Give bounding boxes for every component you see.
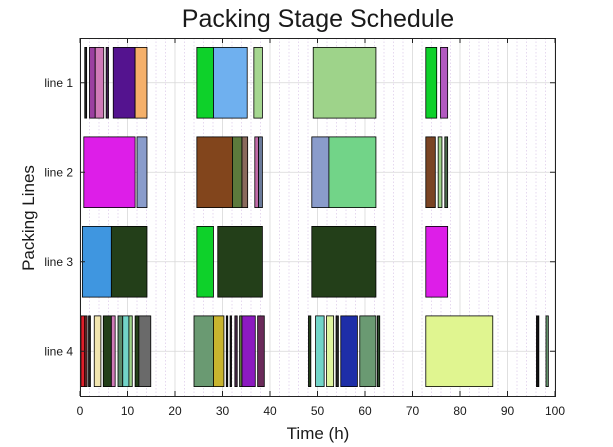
task-bar bbox=[110, 315, 116, 388]
task-bar bbox=[112, 46, 136, 119]
task-bar bbox=[217, 225, 263, 298]
task-bar bbox=[196, 225, 214, 298]
x-tick-label: 60 bbox=[358, 404, 372, 418]
y-tick-label: line 4 bbox=[44, 344, 73, 358]
x-tick-label: 100 bbox=[545, 404, 565, 418]
x-tick-label: 10 bbox=[121, 404, 135, 418]
task-bar bbox=[315, 315, 325, 388]
task-bar bbox=[134, 315, 140, 388]
task-bar bbox=[88, 315, 91, 388]
plot-tasks bbox=[80, 46, 549, 388]
task-bar bbox=[128, 315, 133, 388]
task-bar bbox=[311, 136, 330, 209]
chart-title: Packing Stage Schedule bbox=[182, 5, 454, 33]
task-bar bbox=[136, 136, 148, 209]
task-bar bbox=[444, 136, 449, 209]
task-bar bbox=[94, 46, 105, 119]
task-bar bbox=[241, 315, 256, 388]
task-bar bbox=[232, 136, 243, 209]
y-axis-ticks: line 1 line 2 line 3 line 4 bbox=[44, 76, 555, 358]
x-tick-label: 80 bbox=[453, 404, 467, 418]
task-bar bbox=[257, 315, 265, 388]
y-tick-label: line 1 bbox=[44, 76, 73, 90]
x-tick-label: 90 bbox=[501, 404, 515, 418]
task-bar bbox=[213, 315, 225, 388]
task-bar bbox=[308, 315, 312, 388]
x-tick-label: 30 bbox=[216, 404, 230, 418]
x-tick-label: 40 bbox=[263, 404, 277, 418]
task-bar bbox=[425, 225, 449, 298]
task-bar bbox=[93, 315, 102, 388]
task-bar bbox=[545, 315, 549, 388]
task-bar bbox=[117, 315, 124, 388]
y-tick-label: line 2 bbox=[44, 165, 73, 179]
task-bar bbox=[89, 46, 96, 119]
task-bar bbox=[253, 46, 263, 119]
task-bar bbox=[138, 315, 152, 388]
task-bar bbox=[196, 46, 214, 119]
task-bar bbox=[102, 315, 112, 388]
task-bar bbox=[84, 46, 88, 119]
task-bar bbox=[425, 315, 494, 388]
task-bar bbox=[213, 46, 248, 119]
y-axis-label: Packing Lines bbox=[19, 165, 38, 271]
x-tick-label: 0 bbox=[77, 404, 84, 418]
task-bar bbox=[84, 315, 88, 388]
task-bar bbox=[83, 136, 136, 209]
task-bar bbox=[122, 315, 130, 388]
task-bar bbox=[254, 136, 260, 209]
task-bar bbox=[196, 136, 233, 209]
task-bar bbox=[359, 315, 377, 388]
x-tick-label: 20 bbox=[168, 404, 182, 418]
task-bar bbox=[241, 136, 249, 209]
task-bar bbox=[110, 225, 148, 298]
x-tick-label: 70 bbox=[406, 404, 420, 418]
task-bar bbox=[437, 136, 443, 209]
task-bar bbox=[340, 315, 358, 388]
task-bar bbox=[229, 315, 232, 388]
task-bar bbox=[105, 46, 109, 119]
task-bar bbox=[258, 136, 263, 209]
task-bar bbox=[425, 46, 438, 119]
task-bar bbox=[536, 315, 540, 388]
task-bar bbox=[328, 136, 377, 209]
task-bar bbox=[311, 225, 377, 298]
task-bar bbox=[81, 225, 112, 298]
task-bar bbox=[376, 315, 381, 388]
task-bar bbox=[440, 46, 449, 119]
y-tick-label: line 3 bbox=[44, 255, 73, 269]
x-axis-label: Time (h) bbox=[287, 424, 350, 443]
task-bar bbox=[234, 315, 238, 388]
task-bar bbox=[225, 315, 229, 388]
x-axis-ticks: 0 10 20 30 40 50 60 70 80 90 100 bbox=[77, 38, 565, 418]
task-bar bbox=[134, 46, 148, 119]
x-tick-label: 50 bbox=[311, 404, 325, 418]
task-bar bbox=[193, 315, 214, 388]
task-bar bbox=[312, 46, 377, 119]
task-bar bbox=[326, 315, 335, 388]
task-bar bbox=[425, 136, 436, 209]
task-bar bbox=[335, 315, 339, 388]
